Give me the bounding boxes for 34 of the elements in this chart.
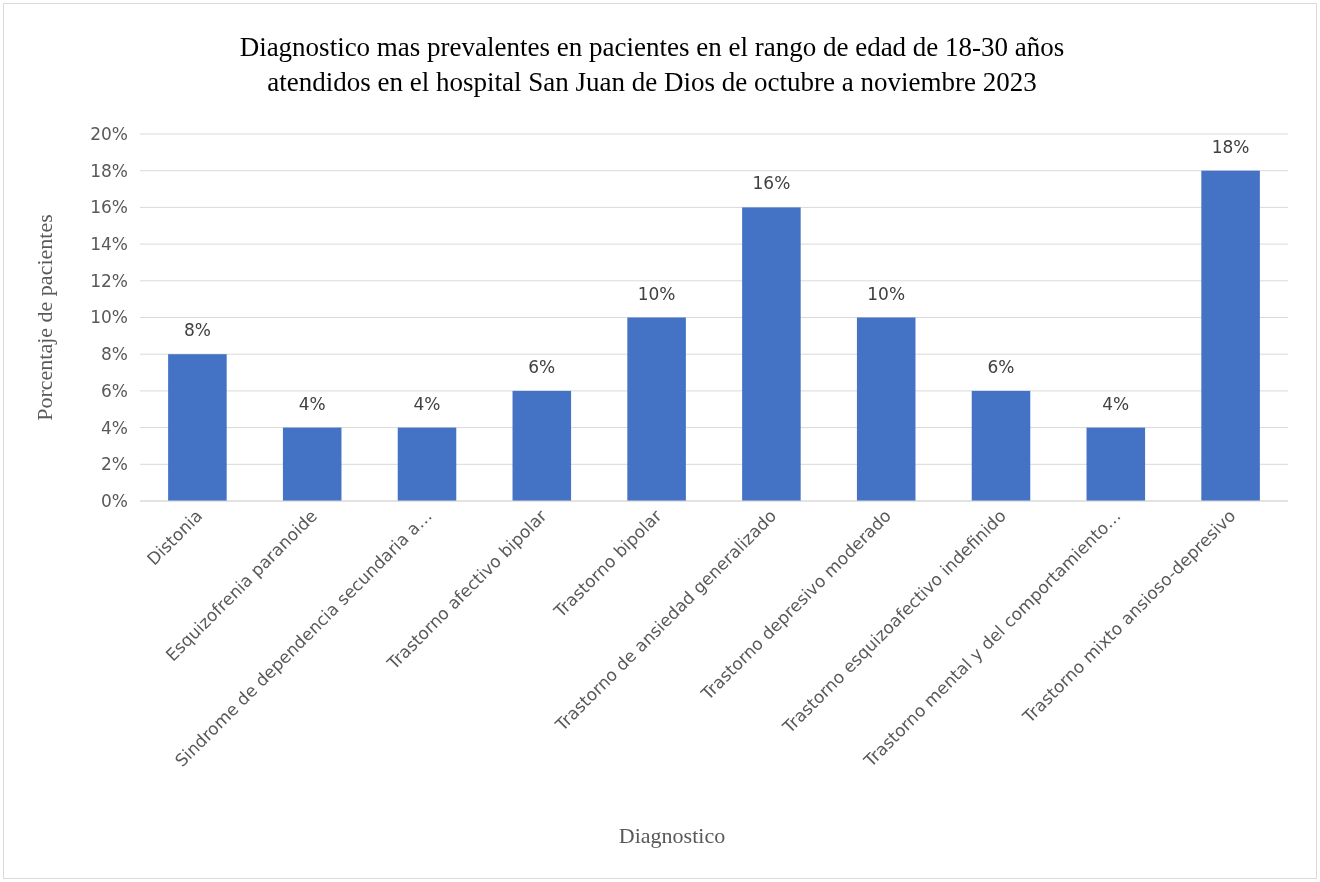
y-tick-label: 12% bbox=[90, 270, 128, 291]
y-tick-label: 16% bbox=[90, 197, 128, 218]
data-label: 16% bbox=[752, 173, 791, 194]
data-label: 4% bbox=[298, 393, 326, 414]
y-axis-title: Porcentaje de pacientes bbox=[32, 214, 57, 421]
y-tick-label: 18% bbox=[90, 160, 128, 181]
y-tick-label: 4% bbox=[101, 417, 128, 438]
data-label: 4% bbox=[413, 393, 441, 414]
y-tick-label: 10% bbox=[90, 307, 128, 328]
bar bbox=[1086, 427, 1146, 501]
bar bbox=[627, 317, 686, 501]
data-label: 6% bbox=[987, 356, 1015, 377]
data-label: 4% bbox=[1102, 393, 1130, 414]
chart-title: Diagnostico mas prevalentes en pacientes en el rango de edad de 18-30 años atendidos en el hospital San Juan de Dios de octubre a noviembre 2023 bbox=[239, 32, 1065, 97]
bar bbox=[512, 390, 572, 501]
y-tick-label: 8% bbox=[101, 344, 128, 365]
bar bbox=[971, 390, 1031, 501]
bar bbox=[742, 207, 801, 501]
data-label: 8% bbox=[183, 320, 211, 341]
data-label: 6% bbox=[528, 356, 556, 377]
x-axis-title: Diagnostico bbox=[618, 823, 726, 848]
y-tick-label: 0% bbox=[101, 490, 128, 511]
bar bbox=[856, 317, 916, 501]
data-label: 10% bbox=[867, 283, 906, 304]
bar bbox=[1201, 170, 1260, 501]
y-tick-label: 20% bbox=[90, 123, 128, 144]
bar bbox=[168, 354, 227, 501]
y-tick-label: 2% bbox=[101, 454, 128, 475]
y-tick-label: 14% bbox=[90, 234, 128, 255]
bar bbox=[282, 427, 342, 501]
y-tick-label: 6% bbox=[101, 380, 128, 401]
data-label: 18% bbox=[1211, 136, 1250, 157]
bar bbox=[397, 427, 457, 501]
data-label: 10% bbox=[637, 283, 676, 304]
